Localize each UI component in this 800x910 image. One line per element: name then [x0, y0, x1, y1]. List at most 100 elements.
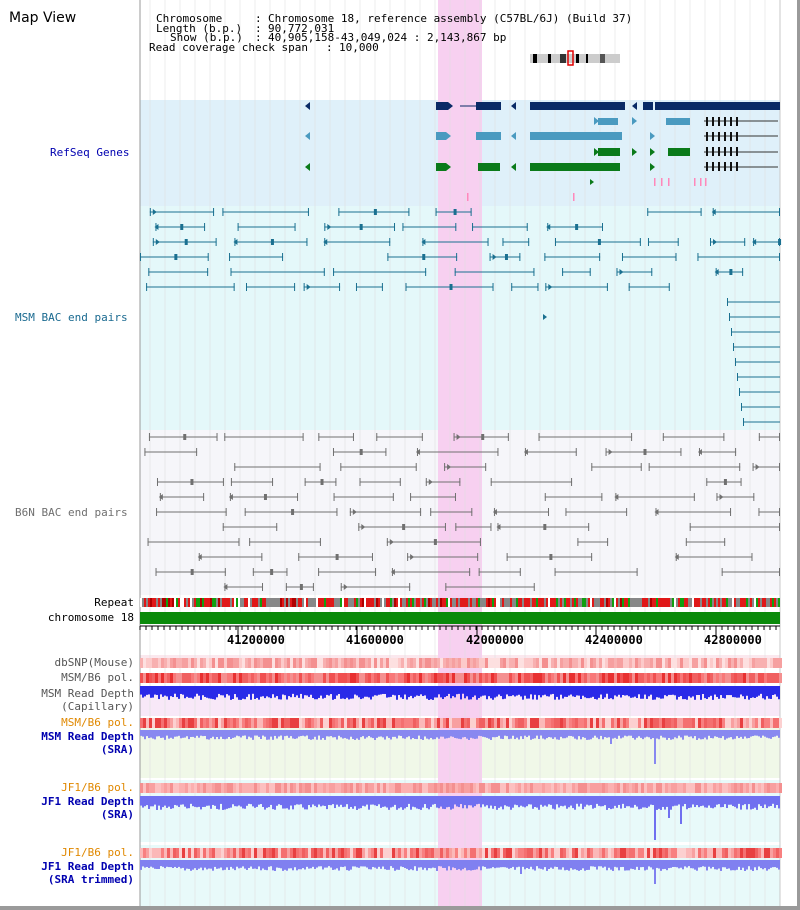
track-label-msm-bac[interactable]: MSM BAC end pairs — [15, 311, 128, 324]
msm-pol-cell — [392, 673, 395, 683]
jf1-sra-depth — [350, 796, 352, 807]
dbsnp-cell — [476, 658, 479, 668]
capillary-depth — [560, 686, 562, 695]
msm-bac-end — [537, 283, 539, 291]
msm-pol-cell — [377, 673, 380, 683]
dbsnp-cell — [647, 658, 650, 668]
msm-pol2-cell — [287, 718, 290, 728]
msm-sra-depth — [250, 730, 252, 738]
jf1-pol2-cell — [305, 848, 308, 858]
jf1-sra-depth — [540, 796, 542, 805]
jf1-pol-cell — [239, 783, 242, 793]
repeat-segment — [264, 598, 266, 607]
msm-sra-depth — [444, 730, 446, 739]
b6n-bac-end — [740, 478, 742, 486]
jf1-pol2-cell — [170, 848, 173, 858]
jf1-sra-depth — [274, 796, 276, 810]
msm-bac-marker — [453, 209, 457, 215]
b6n-bac-end — [758, 433, 760, 441]
dbsnp-cell — [206, 658, 209, 668]
dbsnp-cell — [395, 658, 398, 668]
msm-sra-depth — [676, 730, 678, 739]
jf1-pol2-cell — [149, 848, 152, 858]
jf1-trim-depth — [574, 860, 576, 870]
msm-bac-end — [140, 253, 142, 261]
msm-sra-depth — [674, 730, 676, 738]
jf1-pol-cell — [362, 783, 365, 793]
dbsnp-cell — [515, 658, 518, 668]
b6n-bac-end — [276, 523, 278, 531]
dbsnp-cell — [410, 658, 413, 668]
capillary-depth — [308, 686, 310, 697]
msm-sra-depth — [470, 730, 472, 738]
jf1-trim-depth — [414, 860, 416, 867]
jf1-pol2-cell — [614, 848, 617, 858]
dbsnp-cell — [605, 658, 608, 668]
capillary-depth — [246, 686, 248, 697]
b6n-bac-end — [662, 433, 664, 441]
jf1-pol-cell — [521, 783, 524, 793]
jf1-pol2-cell — [167, 848, 170, 858]
msm-pol2-cell — [557, 718, 560, 728]
b6n-bac-end — [565, 508, 567, 516]
jf1-sra-depth — [474, 796, 476, 807]
repeat-segment — [390, 598, 392, 607]
msm-bac-end — [606, 283, 608, 291]
b6n-bac-end — [352, 433, 354, 441]
jf1-trim-depth — [772, 860, 774, 868]
repeat-segment — [278, 598, 280, 607]
dbsnp-cell — [773, 658, 776, 668]
jf1-sra-depth — [560, 796, 562, 806]
msm-sra-depth — [386, 730, 388, 737]
jf1-pol2-cell — [140, 848, 143, 858]
msm-sra-depth — [530, 730, 532, 740]
capillary-depth — [196, 686, 198, 694]
jf1-pol-cell — [512, 783, 515, 793]
repeat-segment — [198, 598, 200, 607]
jf1-pol-cell — [566, 783, 569, 793]
b6n-bac-end — [156, 508, 158, 516]
track-label-refseq[interactable]: RefSeq Genes — [50, 146, 130, 159]
jf1-pol2-cell — [281, 848, 284, 858]
msm-pol2-cell — [719, 718, 722, 728]
jf1-trim-depth — [224, 860, 226, 870]
jf1-pol2-cell — [656, 848, 659, 858]
repeat-segment — [274, 598, 276, 607]
msm-pol2-cell — [266, 718, 269, 728]
b6n-bac-end — [216, 433, 218, 441]
dbsnp-cell — [629, 658, 632, 668]
repeat-segment — [526, 598, 528, 607]
msm-pol2-cell — [182, 718, 185, 728]
jf1-pol-cell — [377, 783, 380, 793]
jf1-pol2-cell — [731, 848, 734, 858]
jf1-pol2-cell — [641, 848, 644, 858]
jf1-trim-depth — [630, 860, 632, 869]
b6n-bac-marker — [549, 554, 553, 560]
msm-pol2-cell — [737, 718, 740, 728]
msm-pol2-cell — [377, 718, 380, 728]
jf1-pol-cell — [242, 783, 245, 793]
msm-pol2-cell — [626, 718, 629, 728]
jf1-sra-depth — [312, 796, 314, 805]
capillary-depth — [282, 686, 284, 695]
jf1-sra-depth — [152, 796, 154, 807]
repeat-segment — [160, 598, 162, 607]
track-label-b6n-bac[interactable]: B6N BAC end pairs — [15, 506, 128, 519]
msm-sra-depth — [144, 730, 146, 740]
repeat-segment — [442, 598, 444, 607]
repeat-segment — [610, 598, 612, 607]
msm-sra-depth — [540, 730, 542, 736]
dbsnp-cell — [419, 658, 422, 668]
jf1-trim-depth — [542, 860, 544, 870]
msm-sra-depth — [284, 730, 286, 737]
capillary-depth — [440, 686, 442, 698]
msm-pol2-cell — [269, 718, 272, 728]
jf1-trim-depth — [158, 860, 160, 869]
jf1-trim-depth — [150, 860, 152, 867]
msm-pol2-cell — [284, 718, 287, 728]
jf1-sra-depth — [248, 796, 250, 804]
jf1-pol2-cell — [617, 848, 620, 858]
repeat-segment — [710, 598, 712, 607]
msm-sra-depth — [644, 730, 646, 738]
